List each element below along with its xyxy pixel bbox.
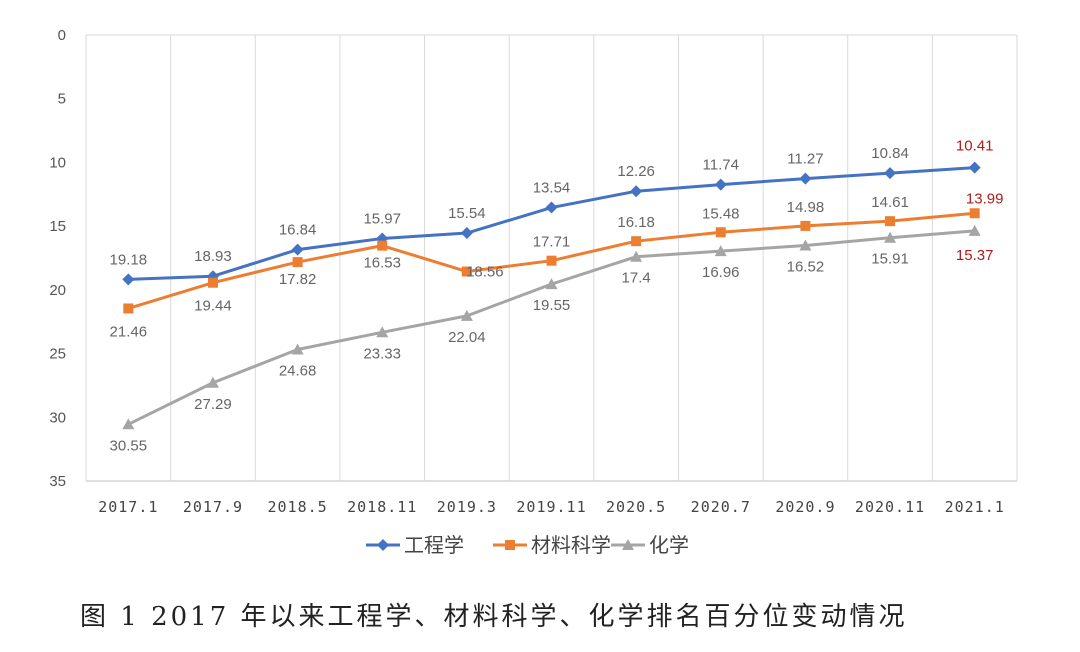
x-tick-label: 2020.5	[606, 498, 666, 516]
marker-materials	[207, 277, 218, 288]
marker-materials	[715, 227, 726, 238]
marker-chemistry	[291, 343, 304, 355]
x-tick-label: 2020.11	[855, 498, 925, 516]
data-label-chemistry: 17.4	[622, 270, 651, 287]
data-label-chemistry: 23.33	[363, 345, 401, 362]
data-label-materials: 21.46	[110, 323, 148, 340]
y-tick-label: 15	[49, 218, 66, 235]
marker-engineering	[799, 172, 812, 185]
x-tick-label: 2019.3	[437, 498, 497, 516]
marker-engineering	[884, 167, 897, 180]
marker-engineering	[968, 161, 981, 174]
marker-materials	[885, 216, 896, 227]
marker-materials	[123, 303, 134, 314]
data-label-materials: 17.82	[279, 271, 317, 288]
figure-caption: 图 1 2017 年以来工程学、材料科学、化学排名百分位变动情况	[80, 602, 908, 632]
data-label-materials: 15.48	[702, 205, 740, 222]
data-label-chemistry: 24.68	[279, 362, 317, 379]
data-label-materials: 19.44	[194, 298, 232, 315]
data-label-materials: 17.71	[533, 234, 571, 251]
data-label-chemistry: 22.04	[448, 329, 486, 346]
x-tick-label: 2020.9	[775, 498, 835, 516]
x-tick-label: 2018.5	[267, 498, 327, 516]
data-label-materials: 14.98	[787, 199, 825, 216]
x-tick-label: 2018.11	[347, 498, 417, 516]
x-tick-label: 2017.9	[183, 498, 243, 516]
marker-materials	[292, 257, 303, 268]
marker-materials	[461, 266, 472, 277]
x-tick-label: 2017.1	[98, 498, 158, 516]
marker-engineering	[630, 185, 643, 198]
legend-label-materials: 材料科学	[531, 533, 611, 557]
y-tick-label: 10	[49, 154, 66, 171]
marker-chemistry	[630, 250, 643, 262]
data-label-engineering: 18.93	[194, 248, 232, 265]
data-label-materials: 13.99	[966, 190, 1004, 207]
marker-chemistry	[799, 239, 812, 251]
marker-chemistry	[122, 418, 135, 430]
data-label-chemistry: 27.29	[194, 396, 232, 413]
data-label-engineering: 19.18	[110, 251, 148, 268]
marker-chemistry	[545, 278, 558, 290]
y-tick-label: 25	[49, 346, 66, 363]
data-label-engineering: 10.84	[871, 145, 909, 162]
data-label-materials: 18.56	[466, 264, 504, 281]
marker-chemistry	[376, 326, 389, 338]
y-tick-label: 35	[49, 473, 66, 490]
data-label-engineering: 12.26	[617, 163, 655, 180]
y-tick-label: 5	[58, 91, 66, 108]
marker-engineering	[291, 243, 304, 256]
marker-engineering	[545, 201, 558, 214]
marker-materials	[546, 255, 557, 266]
data-label-engineering: 15.54	[448, 205, 486, 222]
legend-marker-chemistry	[622, 539, 634, 550]
data-label-engineering: 11.74	[703, 157, 739, 174]
data-label-chemistry: 15.37	[956, 247, 994, 264]
marker-materials	[631, 236, 642, 247]
data-label-materials: 16.18	[617, 214, 655, 231]
legend-label-chemistry: 化学	[649, 533, 689, 557]
data-label-materials: 14.61	[871, 194, 909, 211]
line-chart: 0 5 10 15 20 25 30 35 2017.1 2017.9 2018.5 2018.11 2…	[49, 27, 1018, 557]
marker-engineering	[714, 178, 727, 191]
legend-marker-engineering	[377, 539, 389, 551]
y-tick-label: 0	[58, 27, 66, 44]
data-label-engineering: 10.41	[956, 138, 994, 155]
marker-materials	[377, 240, 388, 251]
marker-chemistry	[460, 309, 473, 321]
data-label-engineering: 16.84	[279, 222, 317, 239]
x-tick-label: 2021.1	[945, 498, 1005, 516]
x-tick-label: 2019.11	[516, 498, 586, 516]
y-tick-label: 20	[49, 282, 66, 299]
legend-marker-materials	[505, 540, 515, 550]
marker-chemistry	[206, 376, 219, 388]
marker-engineering	[460, 227, 473, 240]
data-label-chemistry: 16.96	[702, 264, 740, 281]
marker-materials	[800, 220, 811, 231]
marker-materials	[969, 208, 980, 219]
marker-chemistry	[884, 231, 897, 243]
data-label-engineering: 15.97	[363, 211, 401, 228]
data-label-engineering: 13.54	[533, 180, 571, 197]
y-tick-label: 30	[49, 409, 66, 426]
data-label-materials: 16.53	[363, 255, 401, 272]
legend-label-engineering: 工程学	[404, 533, 464, 557]
data-label-chemistry: 15.91	[871, 251, 909, 268]
data-label-chemistry: 19.55	[533, 297, 571, 314]
data-label-chemistry: 16.52	[787, 259, 825, 276]
marker-chemistry	[968, 224, 981, 236]
x-tick-label: 2020.7	[691, 498, 751, 516]
marker-engineering	[122, 273, 135, 286]
data-label-engineering: 11.27	[787, 151, 823, 168]
data-label-chemistry: 30.55	[110, 437, 148, 454]
marker-chemistry	[714, 245, 727, 257]
